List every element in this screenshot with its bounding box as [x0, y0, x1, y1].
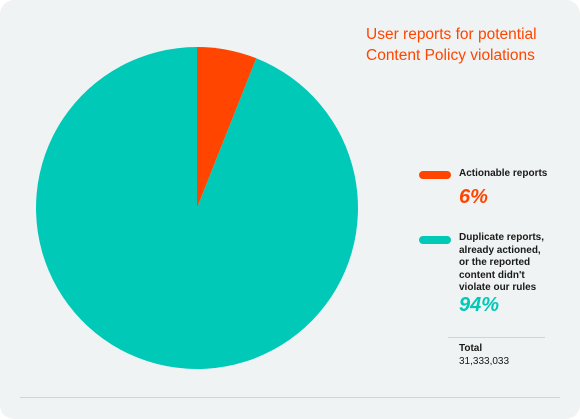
bottom-divider	[20, 397, 560, 398]
legend-label-duplicate: Duplicate reports, already actioned, or …	[459, 232, 545, 293]
legend-swatch-duplicate	[419, 236, 451, 244]
total-label: Total	[459, 343, 483, 354]
chart-title: User reports for potential Content Polic…	[366, 26, 537, 64]
legend-swatch-actionable	[419, 171, 451, 179]
pie-slice-duplicate	[36, 47, 359, 369]
legend-value-actionable: 6%	[459, 186, 488, 208]
pie-slice-actionable	[197, 47, 257, 208]
total-divider	[448, 337, 545, 338]
total-value: 31,333,033	[459, 356, 510, 367]
legend-value-duplicate: 94%	[459, 294, 500, 316]
pie-slices	[36, 47, 359, 369]
legend-label-actionable: Actionable reports	[459, 168, 548, 179]
pie-chart	[36, 47, 359, 369]
